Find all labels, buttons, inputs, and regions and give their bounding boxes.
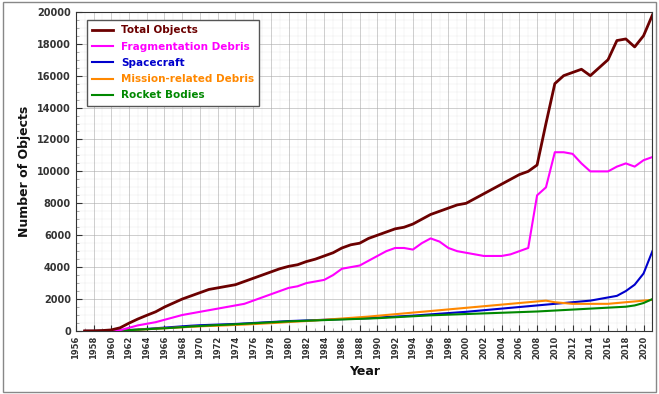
- Rocket Bodies: [80, 329, 88, 333]
- Spacecraft: [80, 329, 88, 333]
- Line: Total Objects: Total Objects: [84, 15, 652, 331]
- Line: Spacecraft: Spacecraft: [84, 251, 652, 331]
- Mission-related Debris: [320, 318, 328, 322]
- Mission-related Debris: [374, 314, 382, 318]
- Legend: Total Objects, Fragmentation Debris, Spacecraft, Mission-related Debris, Rocket : Total Objects, Fragmentation Debris, Spa…: [87, 20, 260, 106]
- Rocket Bodies: [249, 321, 257, 326]
- Total Objects: [214, 286, 221, 290]
- Mission-related Debris: [249, 322, 257, 327]
- Total Objects: [374, 233, 382, 238]
- Total Objects: [320, 254, 328, 258]
- Mission-related Debris: [214, 323, 221, 328]
- Line: Fragmentation Debris: Fragmentation Debris: [84, 152, 652, 331]
- Fragmentation Debris: [249, 298, 257, 303]
- Total Objects: [249, 276, 257, 281]
- Y-axis label: Number of Objects: Number of Objects: [18, 106, 32, 237]
- Total Objects: [80, 329, 88, 333]
- Rocket Bodies: [214, 323, 221, 327]
- Line: Rocket Bodies: Rocket Bodies: [84, 299, 652, 331]
- Fragmentation Debris: [631, 164, 639, 169]
- Spacecraft: [648, 249, 656, 254]
- Fragmentation Debris: [551, 150, 559, 154]
- Mission-related Debris: [80, 329, 88, 333]
- Fragmentation Debris: [577, 161, 585, 166]
- Fragmentation Debris: [374, 254, 382, 258]
- Text: FIGURE 13.: FIGURE 13.: [106, 362, 179, 375]
- Mission-related Debris: [631, 299, 639, 304]
- Spacecraft: [320, 318, 328, 322]
- Rocket Bodies: [320, 318, 328, 322]
- Fragmentation Debris: [214, 306, 221, 311]
- Line: Mission-related Debris: Mission-related Debris: [84, 300, 652, 331]
- Mission-related Debris: [569, 301, 577, 306]
- Mission-related Debris: [648, 297, 656, 302]
- Rocket Bodies: [569, 307, 577, 312]
- Spacecraft: [214, 322, 221, 327]
- Rocket Bodies: [648, 297, 656, 301]
- Spacecraft: [569, 300, 577, 305]
- Total Objects: [631, 45, 639, 49]
- Total Objects: [569, 70, 577, 75]
- Fragmentation Debris: [80, 329, 88, 333]
- Rocket Bodies: [374, 316, 382, 321]
- Text: Number of objects being tracked in orbit continues to increase: Number of objects being tracked in orbit…: [186, 362, 560, 375]
- Spacecraft: [249, 321, 257, 325]
- Rocket Bodies: [631, 303, 639, 308]
- Spacecraft: [631, 282, 639, 287]
- Total Objects: [648, 13, 656, 17]
- X-axis label: Year: Year: [349, 365, 380, 378]
- Fragmentation Debris: [648, 155, 656, 160]
- Spacecraft: [374, 315, 382, 320]
- Fragmentation Debris: [320, 277, 328, 282]
